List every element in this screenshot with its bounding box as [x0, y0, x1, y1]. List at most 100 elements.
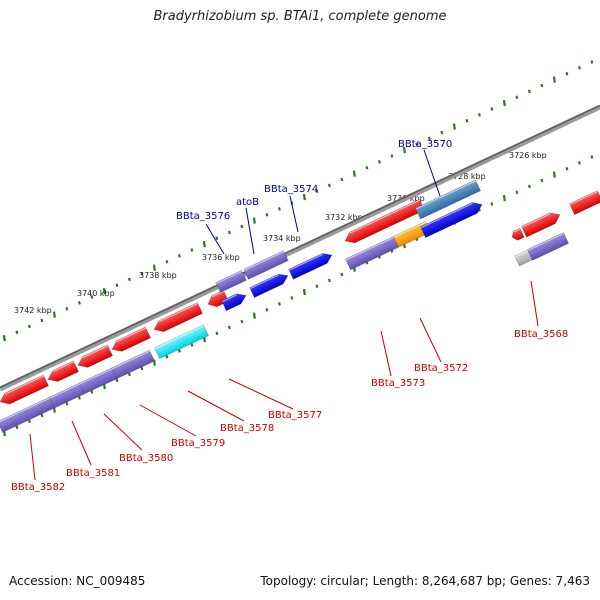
inner-tick — [227, 325, 231, 330]
scale-tick — [540, 83, 544, 88]
inner-tick — [65, 401, 69, 406]
inner-tick — [252, 312, 256, 319]
label-leader — [139, 404, 197, 437]
scale-tick — [477, 113, 481, 117]
scale-tick — [277, 207, 281, 211]
scale-tick — [227, 230, 231, 235]
scale-tick — [102, 287, 106, 295]
scale-tick — [502, 99, 506, 107]
inner-tick — [90, 390, 94, 394]
gene-label-bottom: BBta_3582 — [11, 482, 65, 493]
scale-tick — [77, 301, 81, 305]
scale-tick — [65, 306, 69, 311]
gene-arrow — [511, 227, 525, 241]
scale-tick — [90, 295, 94, 299]
scale-tick — [140, 271, 144, 276]
scale-label: 3726 kbp — [509, 151, 547, 160]
label-leader — [245, 207, 255, 255]
gene-arrow-bbta-3581 — [47, 360, 79, 382]
gene-arrow-bbta-3570 — [420, 202, 483, 239]
inner-tick — [40, 413, 44, 418]
scale-tick — [377, 160, 381, 164]
cds-band — [527, 232, 569, 261]
inner-tick — [290, 296, 294, 300]
scale-tick — [340, 177, 344, 182]
label-leader — [530, 280, 539, 327]
scale-tick — [452, 123, 456, 130]
inner-tick — [577, 161, 581, 165]
scale-tick — [190, 248, 194, 252]
backbone-axis — [0, 104, 600, 392]
label-leader — [103, 413, 143, 451]
gene-arrow-bbta-3576 — [221, 293, 247, 312]
gene-label-bottom: BBta_3568 — [514, 329, 568, 340]
label-leader — [380, 330, 392, 377]
inner-tick — [15, 425, 19, 430]
label-leader — [29, 433, 36, 481]
scale-tick — [115, 283, 119, 288]
label-leader — [423, 149, 441, 197]
scale-tick — [390, 154, 394, 158]
inner-tick — [265, 307, 269, 312]
scale-tick — [365, 165, 369, 170]
gene-arrow-bbta-3582 — [0, 374, 49, 405]
genome-summary-text: Topology: circular; Length: 8,264,687 bp… — [260, 574, 590, 588]
scale-label: 3728 kbp — [448, 172, 486, 181]
scale-label: 3732 kbp — [325, 213, 363, 222]
label-leader — [419, 317, 442, 363]
scale-tick — [490, 107, 494, 111]
scale-tick — [427, 136, 431, 141]
scale-label: 3738 kbp — [139, 271, 177, 280]
inner-tick — [240, 319, 244, 324]
scale-label: 3736 kbp — [202, 253, 240, 262]
cds-band — [79, 367, 117, 395]
label-leader — [289, 195, 299, 233]
cds-band — [49, 382, 85, 409]
inner-tick — [27, 419, 31, 424]
scale-tick — [265, 212, 269, 217]
scale-tick — [15, 330, 19, 335]
gene-label-top: BBta_3570 — [398, 139, 452, 150]
gene-label-bottom: BBta_3579 — [171, 438, 225, 449]
gene-label-top: atoB — [236, 197, 259, 208]
gene-label-bottom: BBta_3577 — [268, 410, 322, 421]
scale-tick — [465, 118, 469, 123]
gene-arrow-bbta-3579 — [111, 326, 151, 352]
scale-tick — [240, 224, 244, 229]
inner-tick — [552, 171, 556, 178]
scale-tick — [127, 277, 131, 282]
gene-arrow-bbta-3573 — [344, 211, 397, 244]
scale-tick — [315, 189, 319, 194]
inner-tick — [277, 302, 281, 306]
gene-label-bottom: BBta_3580 — [119, 453, 173, 464]
scale-tick — [2, 334, 6, 342]
inner-tick — [515, 190, 519, 195]
cds-band — [243, 250, 289, 280]
scale-tick — [415, 142, 419, 147]
cds-band — [345, 236, 399, 271]
inner-tick — [527, 184, 531, 189]
inner-tick — [165, 354, 169, 359]
gene-label-bottom: BBta_3572 — [414, 363, 468, 374]
scale-tick — [27, 324, 31, 329]
scale-tick — [527, 89, 531, 94]
label-leader — [205, 223, 225, 255]
gene-arrow-bbta-3574 — [288, 253, 333, 280]
scale-tick — [440, 130, 444, 135]
gene-label-bottom: BBta_3573 — [371, 378, 425, 389]
label-leader — [228, 378, 294, 410]
scale-tick — [577, 66, 581, 70]
backbone-edge — [0, 104, 600, 389]
inner-tick — [490, 202, 494, 206]
scale-tick — [165, 259, 169, 264]
inner-tick — [127, 372, 131, 377]
inner-tick — [77, 396, 81, 400]
scale-tick — [177, 254, 181, 258]
inner-tick — [340, 272, 344, 277]
inner-tick — [177, 349, 181, 353]
inner-tick — [590, 155, 594, 159]
scale-tick — [352, 170, 356, 177]
scale-tick — [40, 318, 44, 323]
scale-tick — [202, 240, 206, 248]
